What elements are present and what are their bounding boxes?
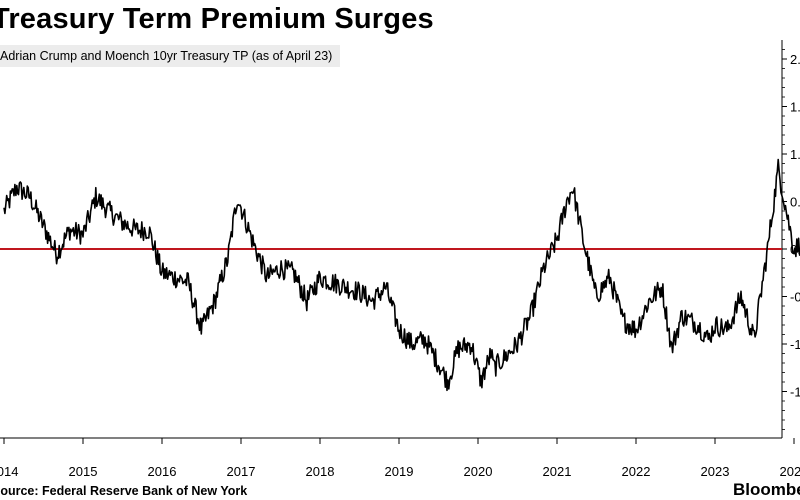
y-tick-label: 2.0 [790,52,800,67]
x-tick-label: 2024 [780,464,800,479]
source-note: Source: Federal Reserve Bank of New York [0,484,248,498]
x-tick-label: 2023 [701,464,730,479]
brand-logo: Bloomberg [733,480,800,499]
x-tick-label: 2020 [464,464,493,479]
y-tick-label: -0.5 [790,290,800,305]
chart-axes [0,40,783,439]
y-axis-ticks: 2.0 1.5 1.0 0.5 0.0 -0.5 -1.0 -1.5 [782,49,800,430]
y-tick-label: 1.0 [790,147,800,162]
y-tick-label: -1.5 [790,385,800,400]
y-tick-label: 0.5 [790,195,800,210]
series-legend: Adrian Crump and Moench 10yr Treasury TP… [0,45,341,67]
x-tick-label: 2022 [622,464,651,479]
x-tick-label: 2017 [227,464,256,479]
series-line-term-premium [3,158,800,392]
x-tick-label: 2018 [306,464,335,479]
x-tick-label: 2019 [385,464,414,479]
y-tick-label: 0.0 [790,242,800,257]
x-axis-ticks: 2014 2015 2016 2017 2018 2019 2020 2021 2022 2023… [0,438,800,479]
x-tick-label: 2021 [543,464,572,479]
y-tick-label: -1.0 [790,337,800,352]
x-tick-label: 2015 [69,464,98,479]
x-tick-label: 2014 [0,464,18,479]
y-tick-label: 1.5 [790,100,800,115]
chart-title: Treasury Term Premium Surges [0,3,434,35]
x-tick-label: 2016 [148,464,177,479]
